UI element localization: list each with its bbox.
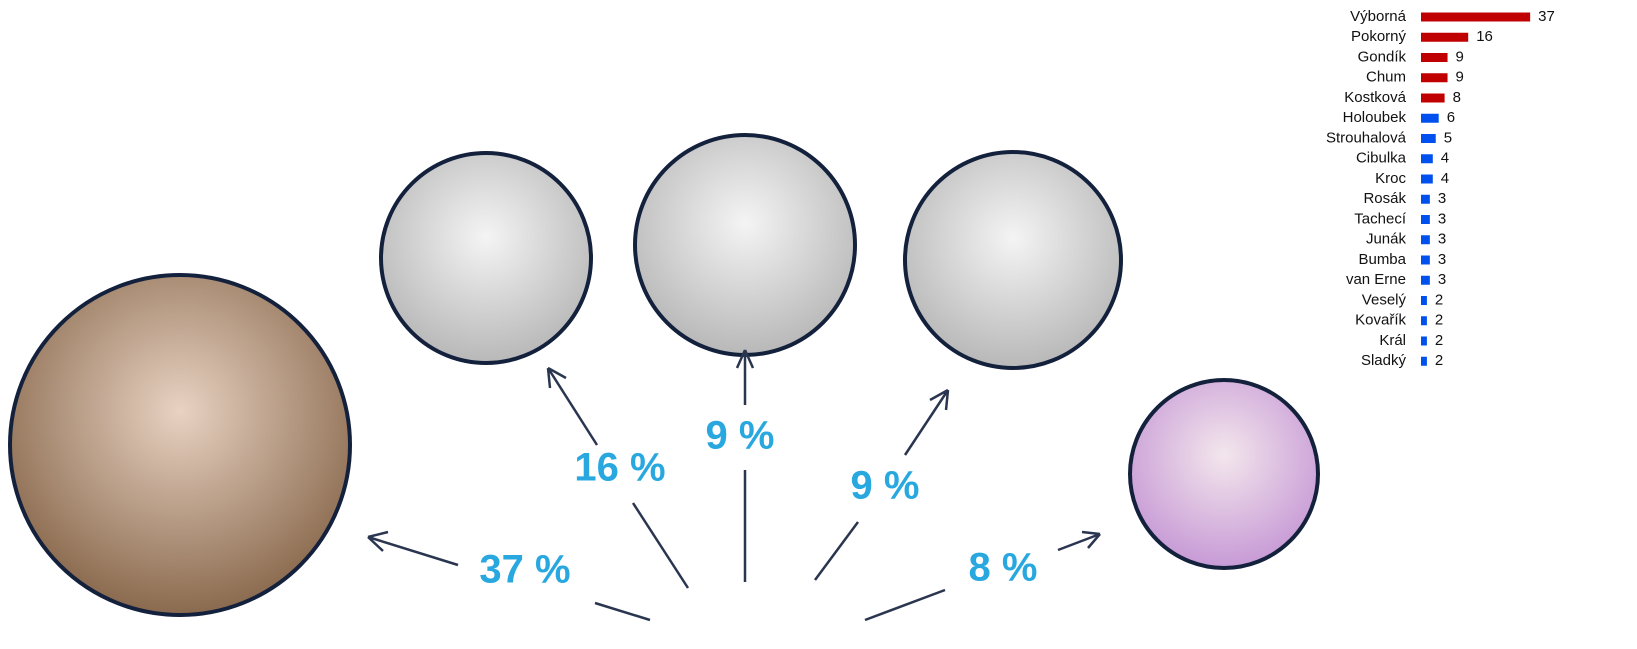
category-label: Veselý [1362, 291, 1407, 308]
percent-label: 9 % [706, 414, 775, 458]
value-label: 8 [1453, 89, 1461, 106]
value-label: 16 [1476, 28, 1493, 45]
category-label: van Erne [1346, 271, 1406, 288]
value-label: 37 [1538, 8, 1555, 25]
bar [1421, 13, 1530, 22]
bar [1421, 73, 1448, 82]
category-label: Král [1379, 332, 1406, 349]
category-label: Bumba [1358, 251, 1406, 268]
value-label: 2 [1435, 291, 1443, 308]
category-label: Strouhalová [1326, 129, 1407, 146]
photos [10, 135, 1318, 615]
value-label: 2 [1435, 352, 1443, 369]
value-label: 3 [1438, 190, 1446, 207]
bar [1421, 33, 1468, 42]
arrow [737, 350, 753, 582]
category-label: Cibulka [1356, 150, 1407, 167]
bar [1421, 235, 1430, 244]
photo [1130, 380, 1318, 568]
bar [1421, 195, 1430, 204]
category-label: Kroc [1375, 170, 1406, 187]
bar [1421, 114, 1439, 123]
category-label: Kovařík [1355, 312, 1406, 329]
value-label: 6 [1447, 109, 1455, 126]
category-label: Chum [1366, 69, 1406, 86]
category-label: Výborná [1350, 8, 1407, 25]
bar [1421, 276, 1430, 285]
category-label: Junák [1366, 231, 1407, 248]
bar [1421, 256, 1430, 265]
value-label: 3 [1438, 251, 1446, 268]
percent-label: 37 % [479, 548, 570, 592]
value-label: 4 [1441, 150, 1449, 167]
value-label: 9 [1456, 48, 1464, 65]
value-label: 3 [1438, 231, 1446, 248]
value-label: 2 [1435, 332, 1443, 349]
bar [1421, 154, 1433, 163]
value-label: 9 [1456, 69, 1464, 86]
bar [1421, 316, 1427, 325]
bar [1421, 175, 1433, 184]
category-label: Rosák [1363, 190, 1406, 207]
photo [381, 153, 591, 363]
bar [1421, 215, 1430, 224]
value-label: 5 [1444, 129, 1452, 146]
percent-label: 16 % [574, 446, 665, 490]
bar [1421, 94, 1445, 103]
bar [1421, 134, 1436, 143]
photo [10, 275, 350, 615]
percent-label: 8 % [969, 546, 1038, 590]
category-label: Sladký [1361, 352, 1407, 369]
bar [1421, 357, 1427, 366]
photo [905, 152, 1121, 368]
bar [1421, 296, 1427, 305]
category-label: Kostková [1344, 89, 1406, 106]
percent-label: 9 % [851, 464, 920, 508]
category-label: Tachecí [1354, 210, 1407, 227]
value-label: 3 [1438, 210, 1446, 227]
category-label: Pokorný [1351, 28, 1407, 45]
value-label: 4 [1441, 170, 1449, 187]
value-label: 3 [1438, 271, 1446, 288]
bar [1421, 337, 1427, 346]
category-label: Gondík [1358, 48, 1407, 65]
bar [1421, 53, 1448, 62]
infographic: 37 % 16 % 9 % 9 % 8 % Výborná 37 Pokorný 16… [0, 0, 1637, 649]
value-label: 2 [1435, 312, 1443, 329]
photo [635, 135, 855, 355]
category-label: Holoubek [1343, 109, 1407, 126]
